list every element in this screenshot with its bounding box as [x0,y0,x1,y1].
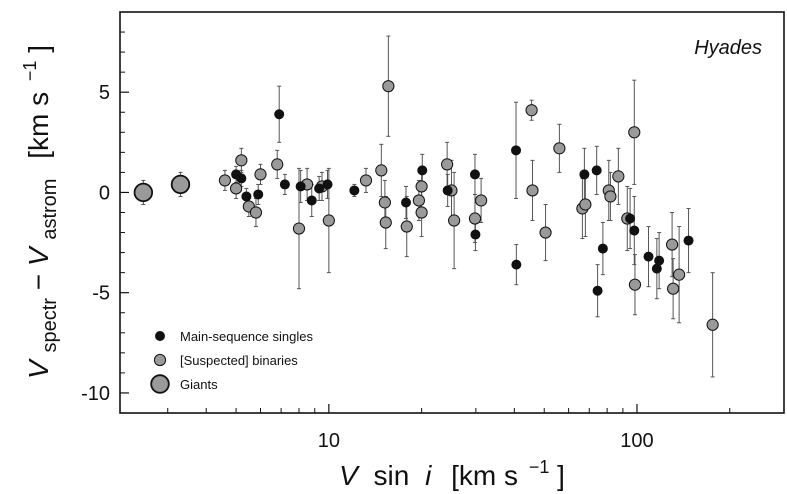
data-point [612,170,625,183]
data-point [415,180,428,193]
legend-marker-binaries [153,353,167,367]
x-tick-label: 100 [620,430,653,452]
axis-ticks: 10 100 5 0 -5 -10 [81,31,731,452]
legend-label-binaries: [Suspected] binaries [180,353,298,368]
data-point [400,220,413,233]
data-point [253,189,264,200]
data-point [235,154,248,167]
data-point [254,168,267,181]
data-point [683,235,694,246]
data-point [468,212,482,225]
data-point [306,195,317,206]
data-point [470,229,481,240]
data-point [359,174,373,187]
data-point [382,80,395,93]
chart-title: Hyades [694,37,762,59]
data-point [236,173,247,184]
data-point [441,158,454,171]
data-point [415,206,428,219]
data-point [628,278,642,291]
data-point [591,165,602,176]
x-axis-title: V sin i [km s −1 ] [339,448,565,491]
data-point [654,255,665,266]
data-point [539,226,552,239]
data-point [271,158,284,171]
data-point [673,268,686,281]
y-tick-label: -5 [92,283,110,305]
data-point [629,225,640,236]
data-point [292,222,306,235]
data-point [628,126,641,139]
y-tick-label: 5 [99,82,110,104]
data-point [349,185,360,196]
data-point [322,214,335,227]
data-point [401,197,412,208]
data-point [218,174,232,187]
y-axis-title: V spectr − V astrom [km s −1 ] [11,45,62,379]
points-layer [133,80,719,331]
data-point [412,194,426,207]
y-tick-label: -10 [81,383,110,405]
data-point [279,179,290,190]
data-point [274,109,285,120]
data-point [579,169,590,180]
error-bars-layer [141,35,715,378]
legend-marker-giants [150,374,170,394]
legend-label-main-sequence: Main-sequence singles [180,329,313,344]
data-point [579,198,592,211]
data-point [706,318,719,331]
data-point [375,164,388,177]
data-point [553,142,566,155]
data-point [597,243,608,254]
data-point [592,285,603,296]
data-point [170,174,191,195]
data-point [667,282,680,295]
data-point [511,145,522,156]
x-tick-label: 10 [318,430,340,452]
data-point [417,165,428,176]
data-point [229,182,243,195]
data-point [448,214,461,227]
data-point [665,238,679,251]
data-point [249,206,263,219]
data-point [314,183,325,194]
legend-marker-main-sequence [154,330,165,341]
legend: Main-sequence singles [Suspected] binari… [150,329,313,394]
y-tick-label: 0 [99,182,110,204]
data-point [525,104,538,117]
data-point [241,191,252,202]
data-point [469,169,480,180]
data-point [604,190,617,203]
data-point [379,216,392,229]
data-point [526,184,539,197]
data-point [442,185,453,196]
data-point [643,251,654,262]
data-point [295,181,306,192]
legend-label-giants: Giants [180,377,218,392]
data-point [133,182,154,203]
data-point [475,194,488,207]
data-point [625,213,636,224]
data-point [378,196,391,209]
data-point [322,179,333,190]
data-point [511,259,522,270]
